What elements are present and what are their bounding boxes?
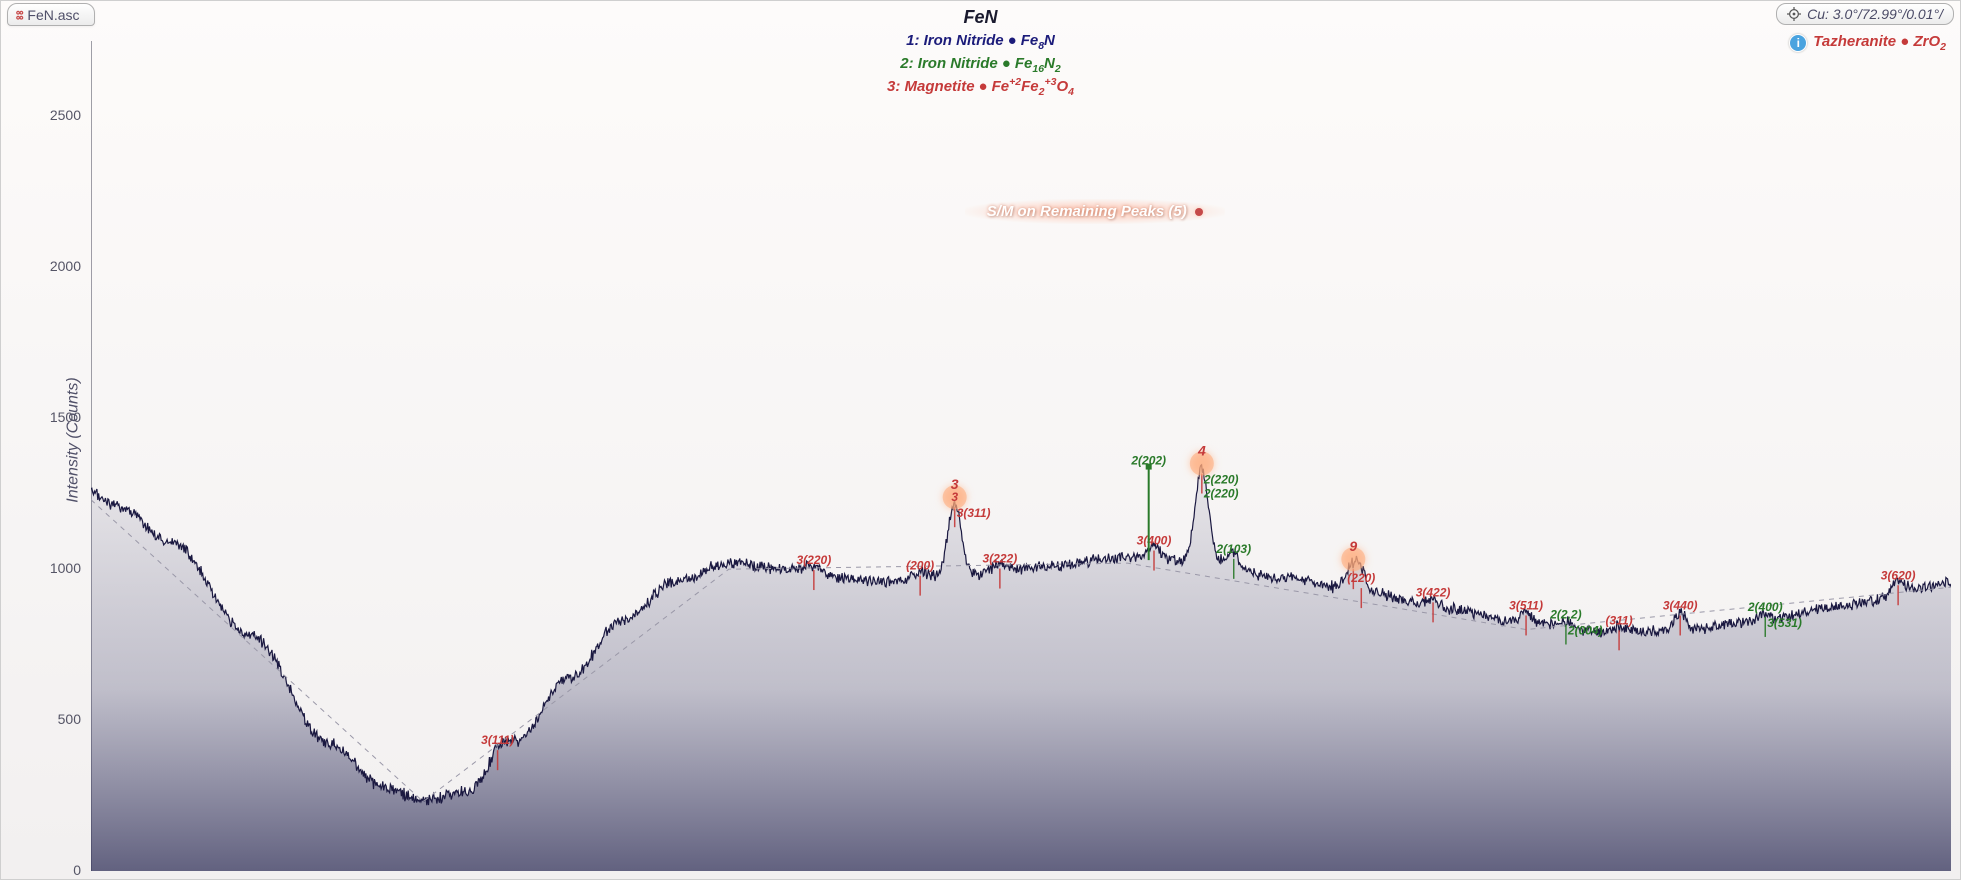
svg-text:2(220): 2(220): [1203, 473, 1239, 487]
svg-text:3(531): 3(531): [1767, 616, 1802, 630]
scan-info-box[interactable]: Cu: 3.0°/72.99°/0.01°/: [1776, 3, 1954, 25]
file-tab-label: FeN.asc: [27, 7, 79, 23]
svg-text:3(222): 3(222): [983, 552, 1018, 566]
svg-text:2(400): 2(400): [1747, 600, 1783, 614]
svg-text:9: 9: [1349, 538, 1357, 554]
target-icon: [1787, 7, 1801, 21]
svg-text:3(422): 3(422): [1416, 585, 1451, 599]
svg-text:3(400): 3(400): [1137, 534, 1172, 548]
svg-text:3(620): 3(620): [1881, 568, 1916, 582]
svg-text:2(202): 2(202): [1130, 454, 1166, 468]
app-root: ⦂⦂ FeN.asc Cu: 3.0°/72.99°/0.01°/ FeN 1:…: [0, 0, 1961, 880]
svg-text:3: 3: [951, 490, 958, 504]
svg-text:2(2,2): 2(2,2): [1549, 607, 1581, 621]
peaks-icon: ⦂⦂: [16, 6, 22, 23]
y-tick-label: 1500: [41, 409, 81, 425]
y-tick-label: 1000: [41, 560, 81, 576]
svg-text:3(111): 3(111): [481, 733, 514, 747]
svg-text:3(220): 3(220): [797, 553, 832, 567]
svg-text:2(004): 2(004): [1567, 623, 1603, 637]
scan-info-text: Cu: 3.0°/72.99°/0.01°/: [1807, 6, 1943, 22]
svg-text:(200): (200): [906, 559, 934, 573]
y-tick-label: 2000: [41, 258, 81, 274]
svg-text:4: 4: [1197, 443, 1206, 459]
pattern-title: FeN: [963, 7, 997, 28]
svg-text:3(511): 3(511): [1509, 598, 1543, 612]
diffraction-plot[interactable]: 333(311)3(220)(200)3(222)3(400)2(202)42(…: [91, 41, 1951, 871]
svg-text:(311): (311): [1606, 613, 1633, 627]
svg-text:3(311): 3(311): [957, 506, 991, 520]
y-tick-label: 2500: [41, 107, 81, 123]
file-tab[interactable]: ⦂⦂ FeN.asc: [7, 3, 95, 26]
y-axis-label: Intensity (Counts): [65, 377, 83, 502]
svg-text:2(220): 2(220): [1203, 487, 1239, 501]
svg-text:3(440): 3(440): [1663, 598, 1698, 612]
svg-text:(220): (220): [1347, 571, 1375, 585]
y-tick-label: 0: [41, 862, 81, 878]
svg-text:2(103): 2(103): [1215, 542, 1251, 556]
y-tick-label: 500: [41, 711, 81, 727]
